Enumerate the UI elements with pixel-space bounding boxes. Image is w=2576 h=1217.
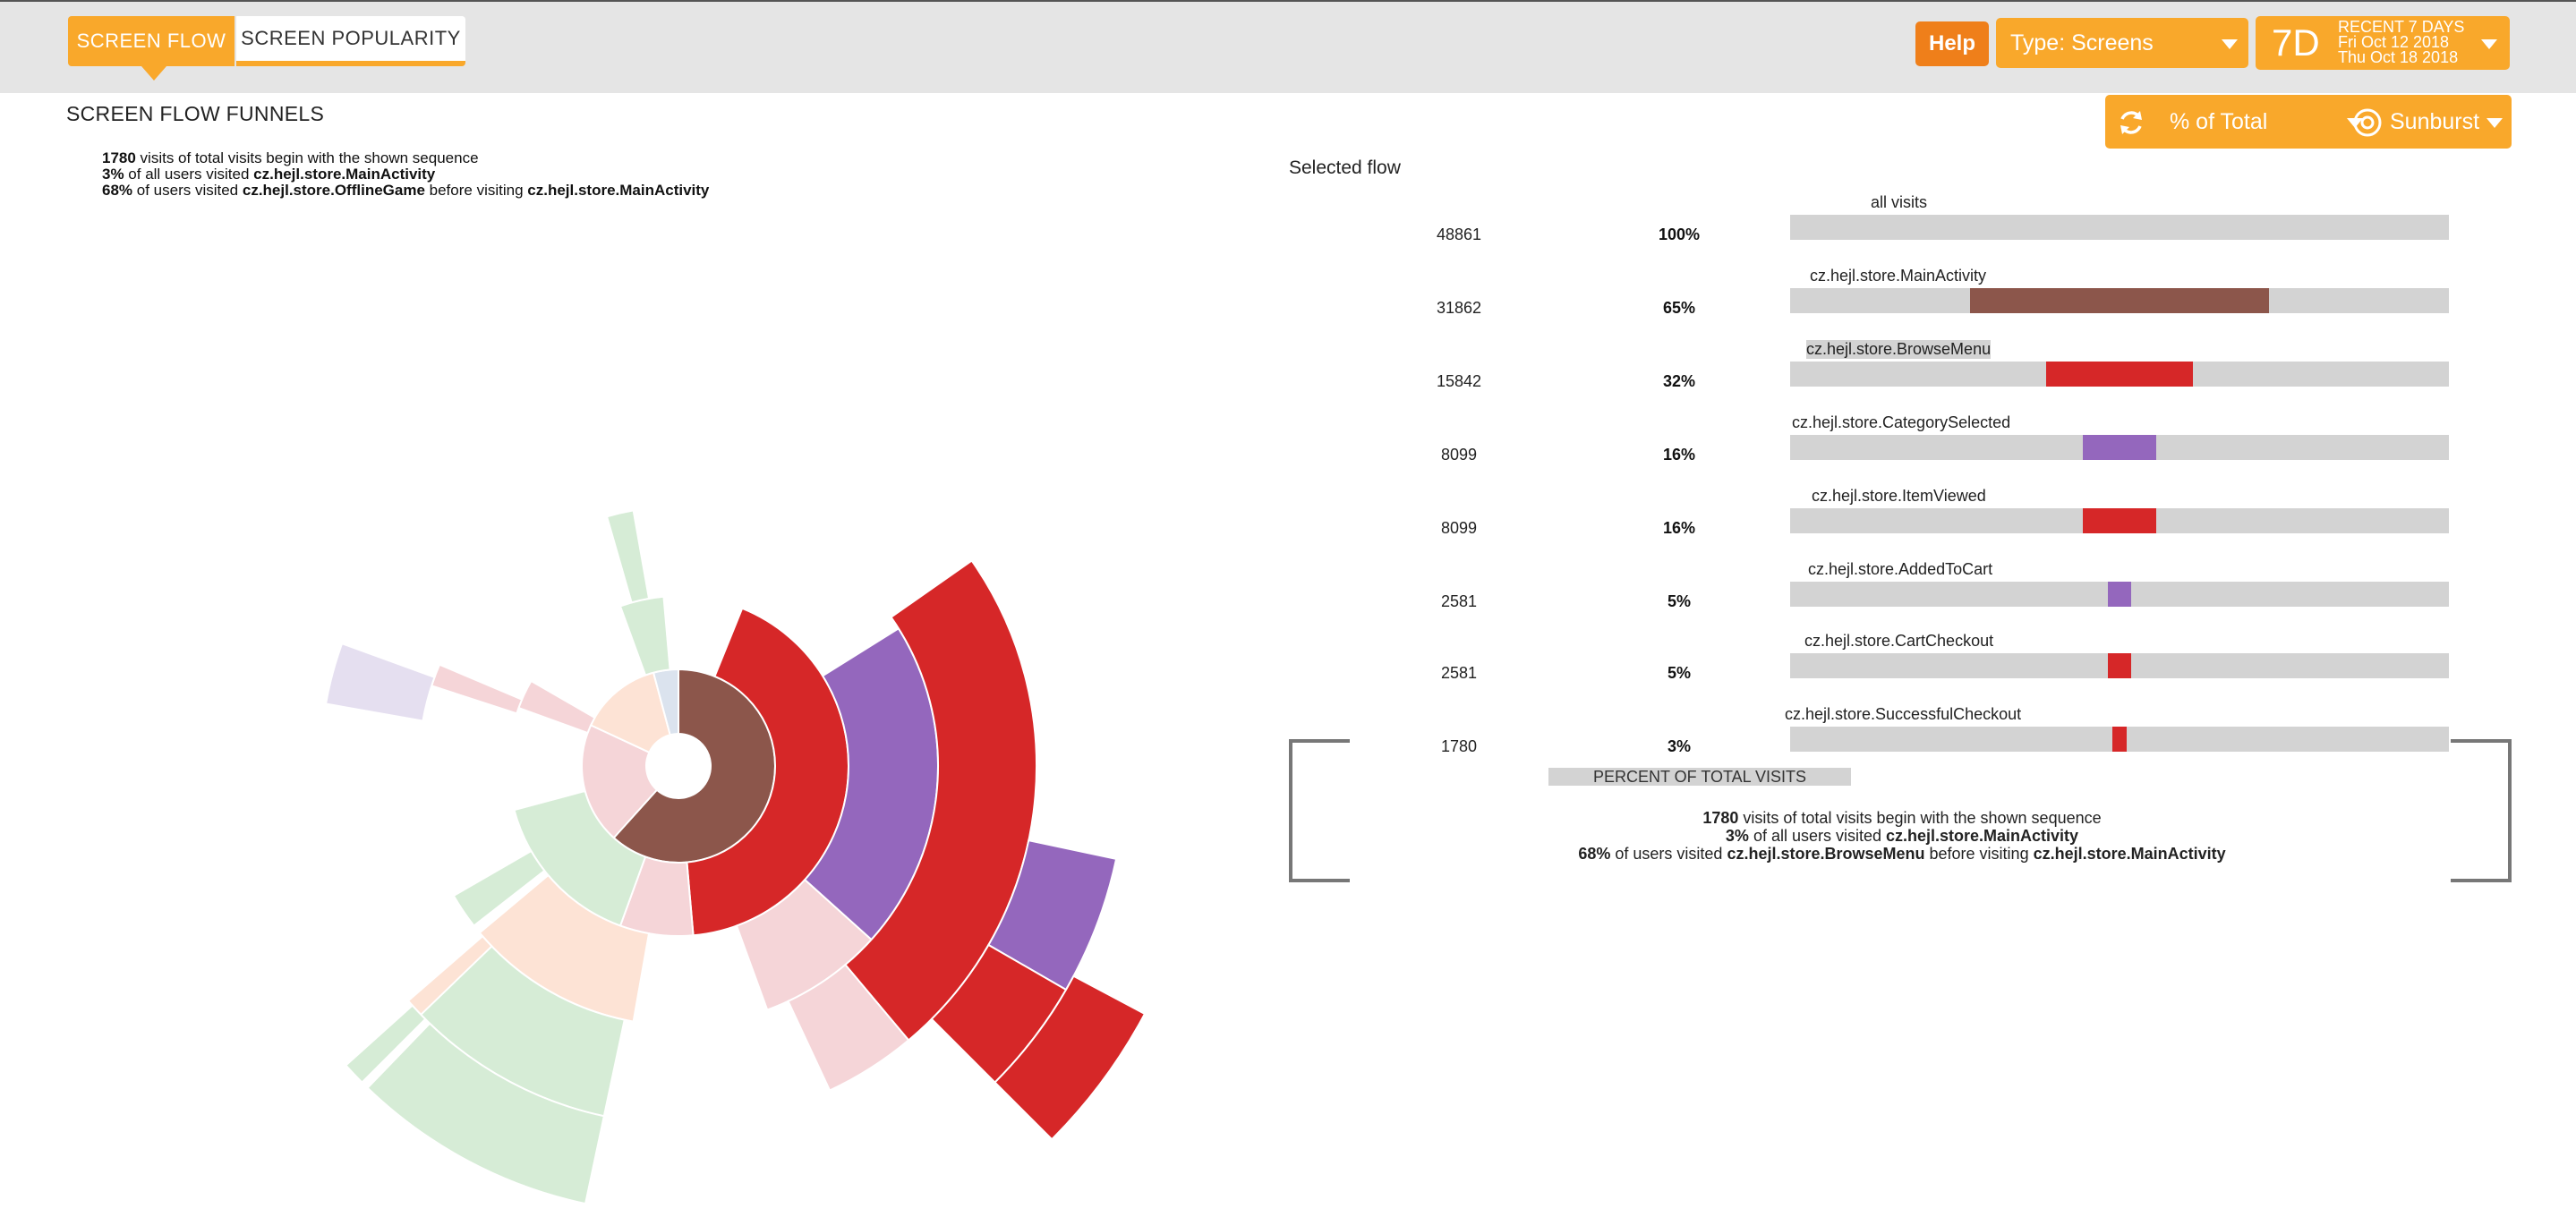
- sunburst-segment[interactable]: [366, 1022, 606, 1205]
- flow-step-count: 2581: [1440, 664, 1478, 682]
- selected-flow-title: Selected flow: [1289, 157, 1401, 178]
- chevron-down-icon: [2222, 39, 2238, 49]
- flow-step-count: 31862: [1436, 299, 1482, 317]
- refresh-icon[interactable]: [2116, 107, 2146, 138]
- chart-type-select[interactable]: Sunburst: [2350, 95, 2512, 149]
- sunburst-segment-successful-checkout[interactable]: [994, 974, 1147, 1141]
- flow-step-label: all visits: [1871, 193, 1928, 211]
- flow-step-bar-fill: [2082, 435, 2157, 460]
- type-select[interactable]: Type: Screens: [1996, 18, 2248, 68]
- summary-line-1: 1780 visits of total visits begin with t…: [1702, 809, 2102, 827]
- range-from: Fri Oct 12 2018: [2338, 33, 2450, 51]
- sunburst-segment[interactable]: [787, 963, 910, 1092]
- flow-step-count: 2581: [1440, 592, 1478, 610]
- summary-line-1: 1780 visits of total visits begin with t…: [102, 149, 479, 166]
- sunburst-segment[interactable]: [517, 679, 596, 735]
- range-details: RECENT 7 DAYS Fri Oct 12 2018 Thu Oct 18…: [2338, 18, 2465, 66]
- flow-step-count: 8099: [1440, 519, 1478, 537]
- flow-step-percent: 65%: [1662, 299, 1696, 317]
- flow-step-bar-fill: [1969, 288, 2270, 313]
- flow-step-label: cz.hejl.store.MainActivity: [1810, 267, 1987, 285]
- sunburst-segment[interactable]: [324, 642, 436, 722]
- range-code: 7D: [2272, 21, 2320, 64]
- sunburst-segment-item-viewed[interactable]: [843, 559, 1037, 1042]
- flow-step-bar-fill: [2112, 727, 2127, 752]
- sunburst-chart[interactable]: [0, 0, 1289, 1217]
- flow-step-count: 8099: [1440, 446, 1478, 464]
- flow-step-label: cz.hejl.store.BrowseMenu: [1806, 340, 1992, 359]
- tab-screen-popularity[interactable]: SCREEN POPULARITY: [236, 16, 465, 66]
- flow-step-count: 48861: [1436, 226, 1482, 243]
- date-range-select[interactable]: 7D RECENT 7 DAYS Fri Oct 12 2018 Thu Oct…: [2256, 16, 2510, 70]
- top-bar: SCREEN FLOW SCREEN POPULARITY Help Type:…: [0, 0, 2576, 93]
- sunburst-segment[interactable]: [430, 663, 524, 715]
- type-select-label: Type: Screens: [2010, 30, 2154, 55]
- flow-step-percent: 16%: [1662, 519, 1696, 537]
- range-to: Thu Oct 18 2018: [2338, 48, 2459, 66]
- flow-step-bar-fill: [2108, 653, 2131, 678]
- flow-step-bar-fill: [2045, 362, 2194, 387]
- summary-line-3: 68% of users visited cz.hejl.store.Offli…: [102, 182, 710, 199]
- summary-line-3: 68% of users visited cz.hejl.store.Brows…: [1578, 845, 2226, 863]
- sunburst-segment[interactable]: [618, 595, 671, 677]
- percent-of-total-label: PERCENT OF TOTAL VISITS: [1548, 768, 1851, 786]
- flow-step-bar-fill: [2082, 508, 2157, 533]
- chevron-down-icon: [2486, 118, 2503, 128]
- chart-toolbar: % of Total Sunburst: [2105, 95, 2512, 149]
- flow-step-percent: 32%: [1662, 372, 1696, 390]
- sunburst-segment[interactable]: [345, 1004, 427, 1084]
- flow-step-bar[interactable]: [1790, 215, 2449, 240]
- flow-step-bar[interactable]: [1790, 288, 2449, 313]
- flow-step-bar[interactable]: [1790, 582, 2449, 607]
- page-title: SCREEN FLOW FUNNELS: [66, 102, 325, 125]
- flow-summary: 1780 visits of total visits begin with t…: [102, 150, 709, 199]
- flow-step-percent: 5%: [1667, 592, 1691, 610]
- flow-step-bar-fill: [2108, 582, 2131, 607]
- flow-step-label: cz.hejl.store.CategorySelected: [1792, 413, 2011, 431]
- help-button[interactable]: Help: [1915, 21, 1989, 66]
- flow-step-percent: 3%: [1667, 737, 1691, 755]
- bracket-left: [1289, 739, 1350, 882]
- flow-step-bar[interactable]: [1790, 508, 2449, 533]
- flow-step-bar[interactable]: [1790, 653, 2449, 678]
- flow-step-label: cz.hejl.store.SuccessfulCheckout: [1785, 705, 2022, 723]
- flow-step-bar[interactable]: [1790, 727, 2449, 752]
- metric-select[interactable]: % of Total: [2168, 95, 2374, 149]
- flow-step-count: 15842: [1436, 372, 1482, 390]
- flow-step-percent: 5%: [1667, 664, 1691, 682]
- flow-step-label: cz.hejl.store.AddedToCart: [1808, 560, 1993, 578]
- bracket-right: [2451, 739, 2512, 882]
- flow-step-bar[interactable]: [1790, 435, 2449, 460]
- flow-step-label: cz.hejl.store.ItemViewed: [1812, 487, 1986, 505]
- sunburst-icon: [2353, 108, 2382, 137]
- flow-step-bar[interactable]: [1790, 362, 2449, 387]
- flow-step-count: 1780: [1440, 737, 1478, 755]
- chart-type-label: Sunburst: [2390, 109, 2480, 134]
- chevron-down-icon: [2481, 39, 2497, 49]
- selected-flow-summary: 1780 visits of total visits begin with t…: [1378, 809, 2426, 863]
- flow-step-label: cz.hejl.store.CartCheckout: [1804, 632, 1994, 650]
- summary-line-2: 3% of all users visited cz.hejl.store.Ma…: [102, 166, 436, 183]
- range-label: RECENT 7 DAYS: [2338, 18, 2465, 36]
- tab-screen-flow[interactable]: SCREEN FLOW: [68, 16, 235, 81]
- sunburst-segment[interactable]: [452, 849, 546, 927]
- metric-select-label: % of Total: [2170, 109, 2268, 134]
- summary-line-2: 3% of all users visited cz.hejl.store.Ma…: [1725, 827, 2079, 845]
- sunburst-segment[interactable]: [605, 509, 651, 604]
- flow-step-percent: 16%: [1662, 446, 1696, 464]
- flow-step-percent: 100%: [1658, 226, 1701, 243]
